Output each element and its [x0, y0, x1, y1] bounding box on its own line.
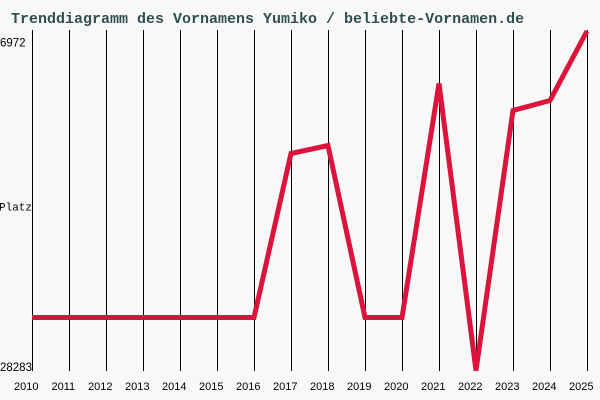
svg-text:2018: 2018	[310, 381, 334, 393]
svg-text:2025: 2025	[569, 381, 593, 393]
svg-text:2022: 2022	[458, 381, 482, 393]
svg-text:2016: 2016	[236, 381, 260, 393]
svg-text:28283: 28283	[0, 362, 32, 374]
svg-text:2013: 2013	[125, 381, 149, 393]
svg-text:2015: 2015	[199, 381, 223, 393]
svg-text:Platz: Platz	[0, 203, 32, 215]
svg-text:2023: 2023	[495, 381, 519, 393]
svg-text:2011: 2011	[51, 381, 75, 393]
svg-text:2012: 2012	[88, 381, 112, 393]
svg-text:2021: 2021	[421, 381, 445, 393]
svg-text:2019: 2019	[347, 381, 371, 393]
svg-text:2024: 2024	[532, 381, 556, 393]
svg-text:Trenddiagramm des Vornamens Yu: Trenddiagramm des Vornamens Yumiko / bel…	[11, 11, 524, 28]
svg-text:2020: 2020	[384, 381, 408, 393]
svg-text:2014: 2014	[162, 381, 186, 393]
svg-text:2010: 2010	[14, 381, 38, 393]
svg-text:2017: 2017	[273, 381, 297, 393]
svg-text:6972: 6972	[0, 37, 26, 49]
